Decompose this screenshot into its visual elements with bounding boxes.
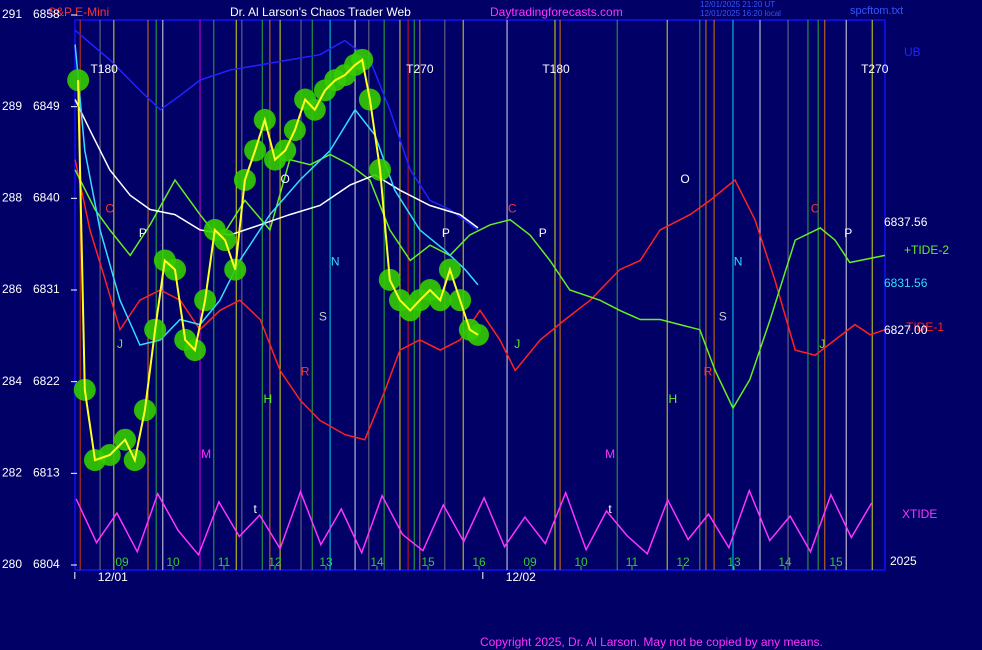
- annotation: t: [608, 502, 612, 516]
- y-tick-label: 6831: [33, 282, 60, 296]
- x-tick-label: 15: [829, 555, 843, 569]
- annotation: O: [281, 172, 290, 186]
- annotation: J: [117, 337, 123, 351]
- plot-frame: [74, 19, 886, 571]
- annotation: H: [264, 392, 273, 406]
- left-scale-label: 291: [2, 7, 22, 21]
- value-label: 6827.00: [884, 323, 928, 337]
- x-tick-label: 09: [523, 555, 537, 569]
- annotation: N: [331, 255, 340, 269]
- annotation: C: [105, 202, 114, 216]
- series-layer: [67, 29, 886, 557]
- annotation: S: [319, 310, 327, 324]
- timestamp-local: 12/01/2025 16:20 local: [700, 9, 781, 18]
- x-tick-label: 09: [115, 555, 129, 569]
- chart-title: Dr. Al Larson's Chaos Trader Web: [230, 5, 411, 19]
- series-line: [74, 99, 479, 236]
- annotation: C: [811, 202, 820, 216]
- annotation: T180: [542, 62, 570, 76]
- y-tick-label: 6858: [33, 7, 60, 21]
- annotation: R: [301, 365, 310, 379]
- series-label: UB: [904, 45, 921, 59]
- copyright: Copyright 2025, Dr. Al Larson. May not b…: [480, 635, 823, 649]
- file-name: spcftom.txt: [850, 5, 903, 17]
- series-line: [74, 29, 479, 231]
- annotation: H: [668, 392, 677, 406]
- left-scale-label: 289: [2, 99, 22, 113]
- y-tick-label: 6804: [33, 557, 60, 571]
- series-line: [75, 488, 873, 557]
- annotation: J: [514, 337, 520, 351]
- series-line: [77, 58, 479, 464]
- annotation: t: [253, 502, 257, 516]
- x-tick-label: 10: [166, 555, 180, 569]
- x-tick-label: 14: [778, 555, 792, 569]
- timestamp-ut: 12/01/2025 21:20 UT: [700, 0, 775, 9]
- y-tick-label: 6822: [33, 374, 60, 388]
- left-scale-label: 282: [2, 466, 22, 480]
- x-tick-label: 11: [218, 555, 231, 569]
- annotation: N: [734, 255, 743, 269]
- x-tick-label: 12: [268, 555, 282, 569]
- annotation: T270: [861, 62, 889, 76]
- series-label: +TIDE-2: [904, 243, 949, 257]
- annotation: P: [539, 226, 547, 240]
- annotation: J: [819, 337, 825, 351]
- x-tick-label: 15: [421, 555, 435, 569]
- site-url[interactable]: Daytradingforecasts.com: [490, 5, 623, 19]
- year-label: 2025: [890, 554, 917, 568]
- series-line: [74, 159, 886, 441]
- series-line: [74, 44, 479, 346]
- date-label: 12/02: [506, 570, 536, 584]
- x-tick-label: 10: [574, 555, 588, 569]
- value-label: 6831.56: [884, 276, 928, 290]
- x-tick-label: 13: [319, 555, 333, 569]
- annotation: T270: [406, 62, 434, 76]
- y-tick-label: 6849: [33, 99, 60, 113]
- symbol: S&P E-Mini: [48, 5, 109, 19]
- annotation: R: [704, 365, 713, 379]
- x-tick-label: 12: [676, 555, 690, 569]
- annotation: M: [605, 447, 615, 461]
- date-label: 12/01: [98, 570, 128, 584]
- left-scale-label: 288: [2, 191, 22, 205]
- label-layer: 280 6804 282 6813 284 6822 286 6831 288 6840 289 68…: [2, 7, 949, 584]
- annotation: P: [442, 226, 450, 240]
- y-tick-label: 6840: [33, 191, 60, 205]
- x-tick-label: 16: [472, 555, 486, 569]
- series-label: XTIDE: [902, 507, 937, 521]
- series-label: TIDE-1: [906, 320, 944, 334]
- y-tick-label: 6813: [33, 466, 60, 480]
- annotation: T180: [90, 62, 118, 76]
- left-scale-label: 286: [2, 282, 22, 296]
- annotation: P: [844, 226, 852, 240]
- left-scale-label: 284: [2, 374, 22, 388]
- x-tick-label: 14: [370, 555, 384, 569]
- annotation: M: [201, 447, 211, 461]
- annotation: P: [139, 226, 147, 240]
- value-label: 6837.56: [884, 215, 928, 229]
- annotation: O: [680, 172, 689, 186]
- left-scale-label: 280: [2, 557, 22, 571]
- annotation: C: [508, 202, 517, 216]
- x-tick-label: 11: [626, 555, 639, 569]
- annotation: S: [719, 310, 727, 324]
- price-marker: [67, 69, 90, 92]
- x-tick-label: 13: [727, 555, 741, 569]
